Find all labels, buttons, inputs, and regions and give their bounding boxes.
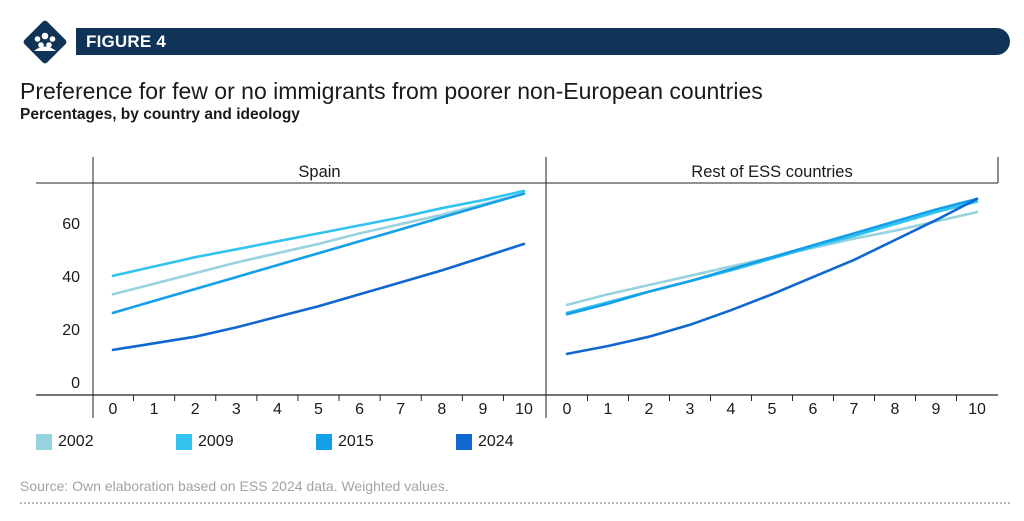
x-tick-label: 7	[850, 401, 859, 418]
legend-item-2015: 2015	[316, 432, 374, 452]
chart-subtitle: Percentages, by country and ideology	[20, 106, 300, 123]
x-tick-label: 1	[604, 401, 613, 418]
x-tick-label: 9	[932, 401, 941, 418]
x-tick-label: 9	[478, 401, 487, 418]
x-tick-label: 7	[396, 401, 405, 418]
x-tick-label: 0	[563, 401, 572, 418]
series-line-2024	[111, 242, 526, 352]
figure-label: FIGURE 4	[86, 32, 167, 51]
legend-item-2024: 2024	[456, 432, 514, 452]
x-tick-label: 1	[150, 401, 159, 418]
y-tick-label: 40	[62, 269, 80, 286]
panel-title: Spain	[298, 163, 340, 181]
series-line-2015	[111, 192, 526, 315]
x-tick-label: 3	[232, 401, 241, 418]
x-tick-label: 10	[515, 401, 533, 418]
legend-swatch	[316, 434, 332, 450]
legend-label: 2015	[338, 433, 374, 450]
x-tick-label: 5	[768, 401, 777, 418]
x-tick-label: 6	[355, 401, 364, 418]
x-tick-label: 3	[686, 401, 695, 418]
x-tick-label: 0	[109, 401, 118, 418]
panel-title: Rest of ESS countries	[691, 163, 852, 181]
legend-label: 2009	[198, 433, 234, 450]
legend-swatch	[36, 434, 52, 450]
x-tick-label: 2	[645, 401, 654, 418]
dotted-divider	[20, 502, 1010, 504]
x-tick-label: 10	[968, 401, 986, 418]
series-line-2002	[111, 192, 526, 296]
chart-title: Preference for few or no immigrants from…	[20, 78, 763, 104]
figure-banner: FIGURE 4	[76, 28, 1010, 55]
legend-label: 2002	[58, 433, 94, 450]
legend-label: 2024	[478, 433, 514, 450]
x-tick-label: 8	[891, 401, 900, 418]
series-line-2015	[565, 197, 979, 316]
x-tick-label: 5	[314, 401, 323, 418]
source-note: Source: Own elaboration based on ESS 202…	[20, 478, 449, 494]
x-tick-label: 6	[809, 401, 818, 418]
y-tick-label: 20	[62, 322, 80, 339]
legend-item-2009: 2009	[176, 432, 234, 452]
x-tick-label: 8	[437, 401, 446, 418]
x-tick-label: 2	[191, 401, 200, 418]
legend-item-2002: 2002	[36, 432, 94, 452]
x-tick-label: 4	[273, 401, 282, 418]
series-line-2024	[565, 197, 979, 356]
series-line-2009	[111, 189, 526, 278]
chart-legend: 2002 2009 2015 2024	[36, 432, 596, 452]
y-tick-label: 0	[71, 375, 80, 392]
legend-swatch	[176, 434, 192, 450]
legend-swatch	[456, 434, 472, 450]
x-tick-label: 4	[727, 401, 736, 418]
people-group-icon	[23, 20, 67, 64]
y-tick-label: 60	[62, 216, 80, 233]
